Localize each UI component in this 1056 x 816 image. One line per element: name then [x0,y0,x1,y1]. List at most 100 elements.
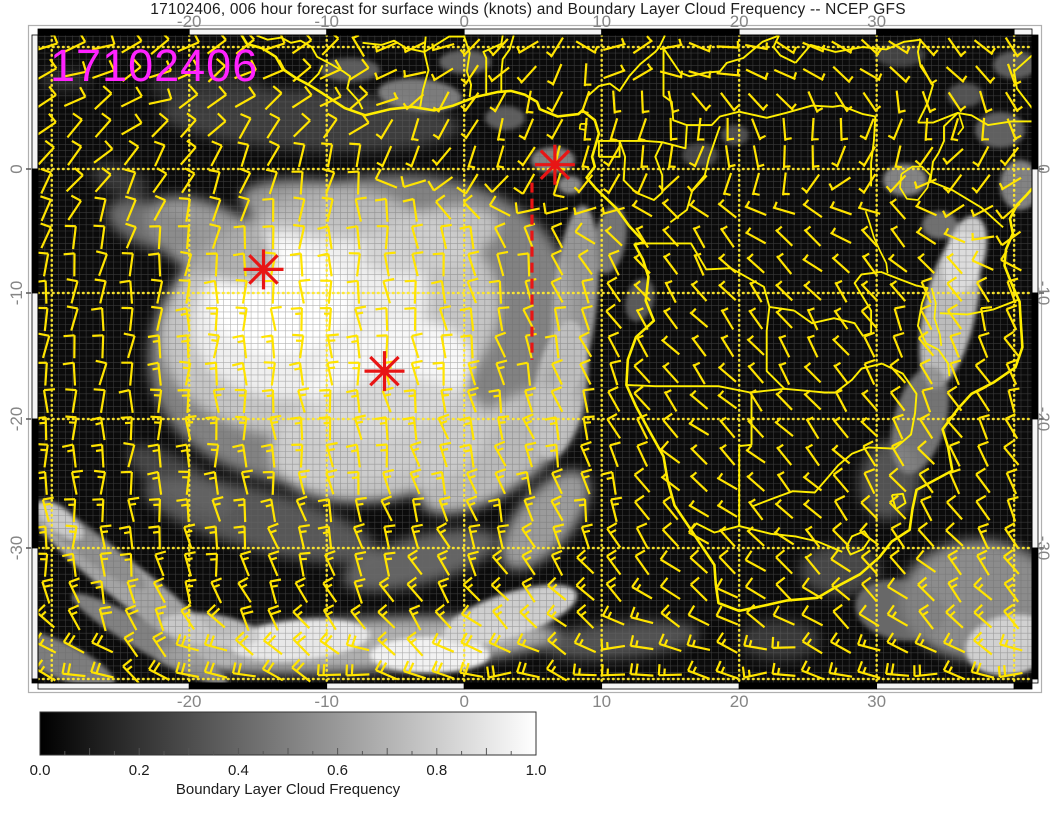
wind-barb [408,604,422,631]
border-line [890,492,907,511]
cloud-blob [443,584,577,646]
wind-barb [209,223,222,249]
wind-barb [38,332,51,359]
wind-barb [488,195,511,217]
wind-barb [374,416,389,441]
wind-barb [147,443,162,468]
map-frame-segment [876,682,1015,690]
wind-barb [575,40,599,55]
wind-barb [660,604,681,628]
wind-barb [488,632,511,654]
wind-barb [942,203,965,219]
wind-barb [747,416,765,439]
wind-barb [148,659,170,681]
wind-barb [744,550,767,572]
wind-barb [998,176,1022,191]
wind-barb [40,195,52,222]
wind-barb [127,496,140,523]
wind-barb [688,199,710,218]
wind-barb [348,361,361,386]
wind-barb [235,415,248,441]
wind-barb [748,389,763,412]
border-line [939,298,1020,316]
wind-barb [488,498,503,523]
wind-barb [660,335,681,356]
wind-barb [459,225,475,250]
wind-barb [291,443,304,468]
wind-barb [488,38,509,57]
wind-barb [972,145,990,168]
wind-barb [378,576,395,603]
border-line [880,271,939,351]
wind-barb [573,174,594,194]
wind-barb [744,42,769,51]
wind-barb [118,525,134,550]
wind-barb [802,41,826,53]
wind-barb [999,633,1023,652]
wind-barb [689,389,709,410]
map-frame-segment [326,28,465,36]
wind-barb [212,387,225,413]
wind-barb [92,59,116,80]
wind-barb [948,440,961,467]
wind-barb [633,467,651,493]
wind-barb [860,225,878,247]
border-line [626,384,813,394]
wind-barb [291,85,313,109]
wind-barb [95,359,108,386]
wind-barb [546,604,568,628]
wind-barb [751,172,761,196]
wind-barb [410,523,423,550]
wind-barb [662,412,679,439]
wind-barb [719,416,736,439]
wind-barb [94,112,112,138]
wind-barb [609,496,623,523]
wind-barb [466,277,479,304]
border-line [738,393,753,527]
wind-barb [752,145,765,169]
wind-barb [662,494,679,521]
wind-barb [718,525,736,548]
wind-barb [233,525,247,550]
wind-barb [325,468,338,495]
map-frame-segment [601,682,740,690]
wind-barb [41,578,54,604]
wind-barb [319,416,332,441]
wind-barb [62,361,77,386]
wind-barb [747,361,765,384]
map-frame-segment [738,28,878,36]
wind-barb [180,604,196,631]
wind-barb [720,307,735,331]
wind-barb [603,64,626,80]
wind-barb [176,334,190,359]
wind-barb [716,499,738,518]
map-frame-segment [1013,682,1033,690]
wind-barb [722,172,733,196]
wind-barb [947,549,963,576]
wind-barb [121,361,134,386]
wind-barb [686,634,711,651]
wind-barb [524,386,537,413]
wind-barb [802,499,823,519]
wind-barb [153,194,167,222]
wind-barb [38,552,49,577]
wind-barb [440,333,453,359]
wind-barb [237,576,252,603]
station-marker [534,144,575,185]
wind-barb [267,604,282,631]
wind-barb [801,173,821,194]
wind-barb [496,117,505,141]
wind-barb [633,358,651,384]
wind-barb [606,522,622,549]
wind-barb [718,280,737,302]
wind-barb [126,578,139,604]
wind-barb [831,334,850,356]
wind-barb [123,139,140,166]
wind-barb [239,550,252,577]
wind-barb [601,470,617,495]
wind-barb [294,577,309,604]
wind-barb [210,140,223,167]
wind-barb [773,526,795,546]
wind-barb [660,471,681,492]
wind-barb [211,496,224,522]
